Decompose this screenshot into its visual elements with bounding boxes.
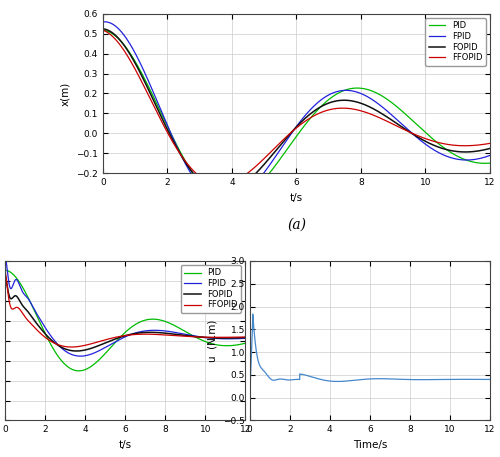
Line: FFOPID: FFOPID [5,270,246,347]
FOPID [94,343,100,349]
FOPID [212,335,218,340]
FOPID [144,84,150,90]
FPID [44,327,50,333]
FPID [167,129,173,134]
Line: FOPID: FOPID [103,29,490,192]
PID [44,334,50,340]
FPID [94,349,100,354]
FOPID [248,175,254,180]
Legend: PID, FPID, FOPID, FFOPID: PID, FPID, FOPID, FFOPID [426,18,486,65]
PID [2,267,8,273]
PID [248,189,254,195]
FFOPID [248,167,254,173]
PID [30,304,36,309]
FFOPID [144,90,150,96]
PID [2,310,8,315]
FOPID [220,189,226,195]
X-axis label: t/s: t/s [118,440,132,450]
FFOPID [212,335,218,340]
FOPID [480,148,486,153]
PID [100,27,106,33]
FPID [102,19,108,25]
PID [100,131,106,136]
FFOPID [480,142,486,147]
FOPID [2,334,8,340]
FFOPID [167,135,173,140]
FFOPID [218,182,224,187]
FPID [144,75,150,81]
X-axis label: Time/s: Time/s [352,440,387,450]
FFOPID [100,27,106,33]
PID [94,359,100,364]
Y-axis label: x(m): x(m) [60,81,70,106]
FOPID [487,146,493,151]
FOPID [100,131,106,136]
FOPID [44,333,50,338]
FFOPID [242,334,248,340]
FFOPID [100,131,106,136]
FFOPID [94,340,100,345]
FOPID [104,339,110,345]
FOPID [438,145,444,151]
FPID [222,200,228,205]
FOPID [238,335,244,340]
PID [238,341,244,347]
FFOPID [68,344,74,350]
FPID [238,336,244,341]
FPID [248,185,254,191]
PID [242,340,248,346]
Line: PID: PID [103,30,490,202]
FOPID [30,315,36,321]
FPID [212,335,218,341]
FPID [100,131,106,136]
FOPID [2,272,8,277]
Text: (a): (a) [287,218,306,232]
FFOPID [438,140,444,146]
FOPID [242,335,248,340]
PID [266,172,272,177]
FPID [2,310,8,315]
Line: FFOPID: FFOPID [103,30,490,185]
FPID [104,343,110,349]
FFOPID [238,335,244,340]
PID [480,160,486,166]
FPID [30,303,36,309]
FFOPID [30,323,36,328]
FPID [242,335,248,341]
PID [144,81,150,87]
Y-axis label: u  (N.m): u (N.m) [208,319,218,362]
PID [226,199,232,204]
Line: FOPID: FOPID [5,275,246,351]
Line: FPID: FPID [103,22,490,202]
FFOPID [2,267,8,272]
FOPID [74,348,80,354]
FPID [78,353,84,359]
PID [76,368,82,374]
FPID [480,155,486,160]
FFOPID [487,141,493,146]
PID [212,342,218,347]
FOPID [266,157,272,162]
Legend: PID, FPID, FOPID, FFOPID: PID, FPID, FOPID, FFOPID [180,265,241,313]
PID [167,129,173,135]
FFOPID [2,298,8,303]
PID [438,143,444,149]
X-axis label: t/s: t/s [290,193,303,202]
FPID [438,151,444,156]
FPID [487,153,493,158]
FFOPID [104,336,110,342]
Line: FPID: FPID [5,254,246,356]
FFOPID [266,152,272,157]
FOPID [100,26,106,32]
FPID [2,251,8,257]
PID [104,348,110,354]
FPID [266,164,272,170]
FOPID [167,133,173,138]
PID [487,160,493,166]
Line: PID: PID [5,270,246,371]
FFOPID [44,336,50,341]
